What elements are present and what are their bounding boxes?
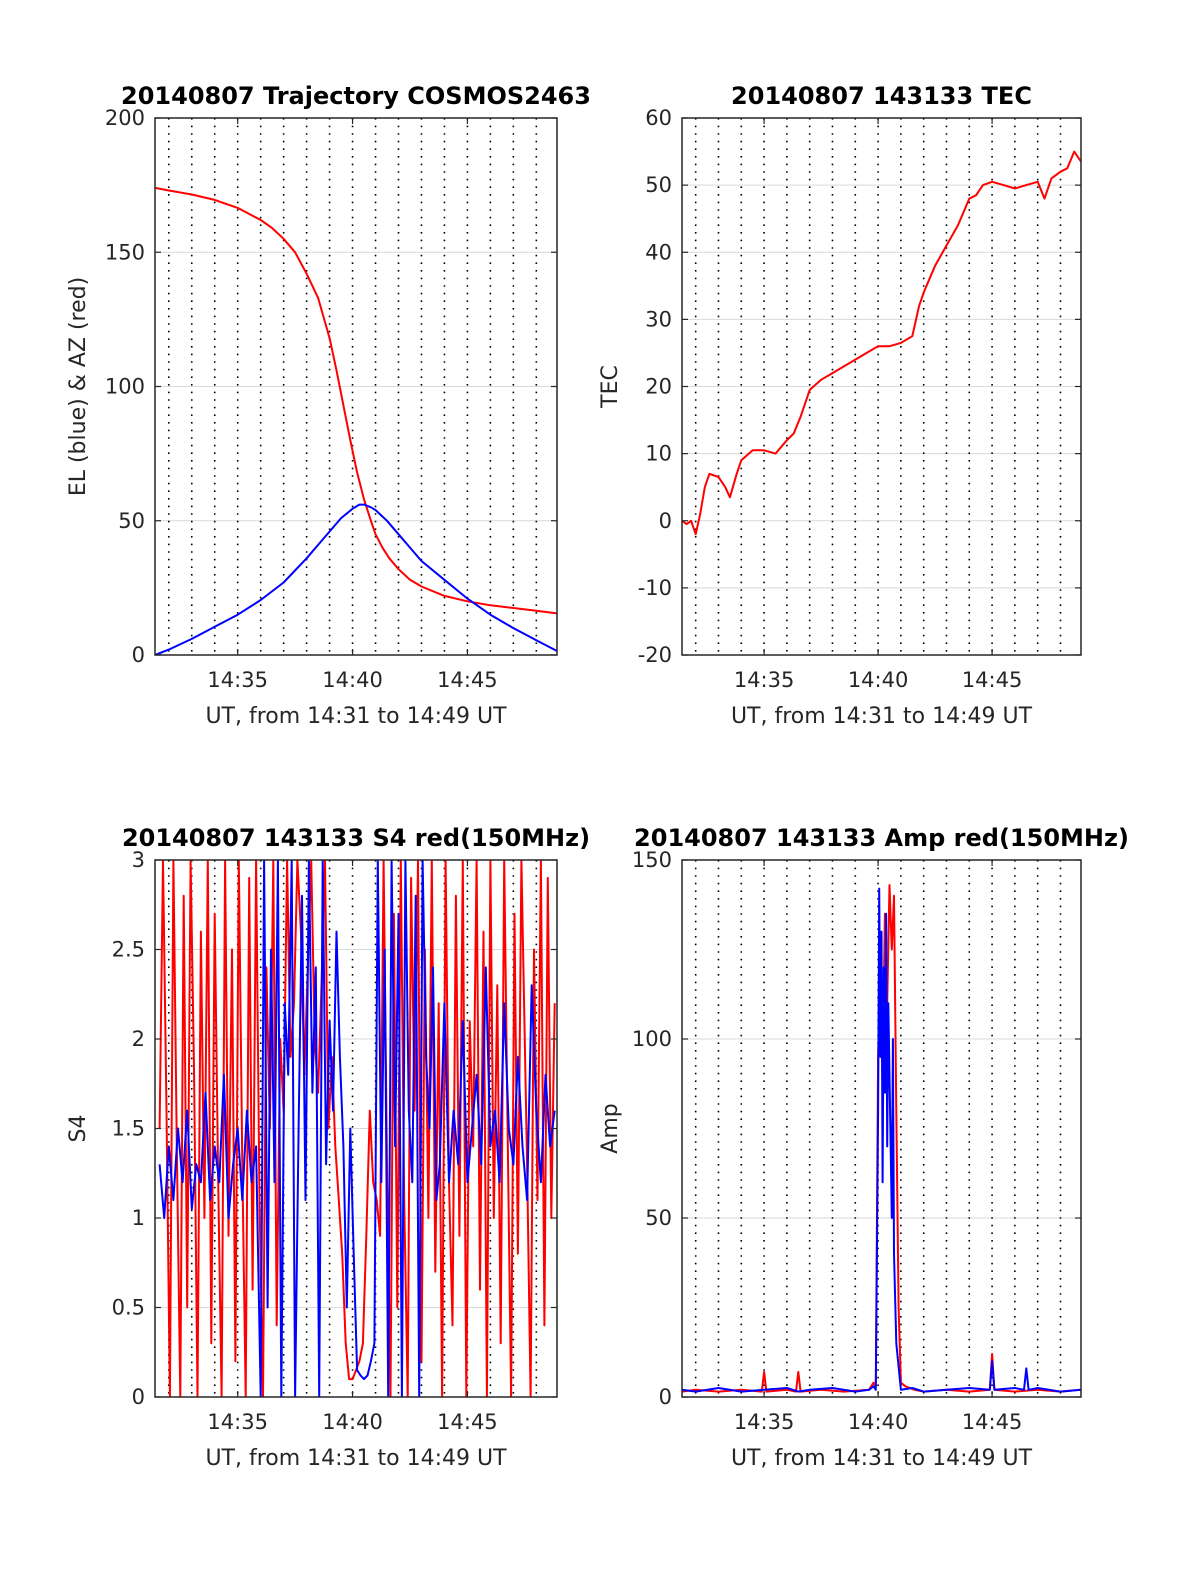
y-tick-label: 1 [132, 1206, 145, 1230]
x-tick-label: 14:35 [207, 668, 268, 692]
chart-title: 20140807 143133 S4 red(150MHz) [122, 824, 590, 852]
y-axis-label: S4 [66, 1115, 91, 1143]
x-tick-label: 14:45 [437, 668, 498, 692]
y-tick-label: 60 [645, 106, 672, 130]
y-tick-label: 150 [105, 240, 145, 264]
x-tick-label: 14:35 [207, 1410, 268, 1434]
x-tick-label: 14:40 [322, 668, 383, 692]
y-tick-label: 30 [645, 307, 672, 331]
x-tick-label: 14:35 [734, 1410, 795, 1434]
x-axis-label: UT, from 14:31 to 14:49 UT [731, 1446, 1033, 1471]
chart-panel-2: -20 -10 0 10 20 30 40 50 60 14:35 14:40 14:45 201408… [598, 82, 1082, 729]
x-axis-label: UT, from 14:31 to 14:49 UT [205, 1446, 507, 1471]
y-tick-label: 50 [118, 509, 145, 533]
x-tick-label: 14:40 [322, 1410, 383, 1434]
y-tick-label: 20 [645, 375, 672, 399]
chart-title: 20140807 Trajectory COSMOS2463 [121, 82, 591, 110]
series-line-red [682, 884, 1081, 1393]
y-axis-label: EL (blue) & AZ (red) [66, 277, 91, 496]
y-tick-label: 2.5 [112, 938, 145, 962]
series-line-blue [158, 860, 556, 1397]
y-tick-label: 0 [659, 1385, 672, 1409]
y-tick-label: -20 [638, 643, 672, 667]
y-tick-label: 200 [105, 106, 145, 130]
series-line-red [155, 186, 557, 615]
y-tick-label: 3 [132, 848, 145, 872]
x-tick-label: 14:35 [734, 668, 795, 692]
y-tick-label: 1.5 [112, 1117, 145, 1141]
y-tick-label: 0 [659, 509, 672, 533]
series-line-blue [155, 503, 557, 655]
x-tick-label: 14:45 [962, 1410, 1023, 1434]
x-tick-label: 14:45 [962, 668, 1023, 692]
y-tick-label: 0 [132, 1385, 145, 1409]
series-line-blue [682, 887, 1081, 1393]
chart-title: 20140807 143133 TEC [731, 82, 1032, 110]
y-tick-label: 150 [632, 848, 672, 872]
chart-panel-3: 0 0.5 1 1.5 2 2.5 3 14:35 14:40 14:45 20140807 143… [66, 824, 590, 1471]
y-tick-label: 0.5 [112, 1296, 145, 1320]
series-line-red [682, 150, 1081, 536]
series-line-red [158, 860, 556, 1397]
y-tick-label: 2 [132, 1027, 145, 1051]
y-tick-label: 40 [645, 240, 672, 264]
y-axis-label: Amp [598, 1103, 623, 1153]
y-axis-label: TEC [598, 365, 623, 409]
y-tick-label: 10 [645, 442, 672, 466]
y-tick-label: 50 [645, 1206, 672, 1230]
chart-title: 20140807 143133 Amp red(150MHz) [634, 824, 1129, 852]
y-tick-label: 50 [645, 173, 672, 197]
y-tick-label: 100 [632, 1027, 672, 1051]
y-tick-label: 0 [132, 643, 145, 667]
x-tick-label: 14:40 [848, 1410, 909, 1434]
x-tick-label: 14:40 [848, 668, 909, 692]
y-tick-label: 100 [105, 375, 145, 399]
y-tick-label: -10 [638, 576, 672, 600]
x-tick-label: 14:45 [437, 1410, 498, 1434]
x-axis-label: UT, from 14:31 to 14:49 UT [205, 704, 507, 729]
chart-panel-4: 0 50 100 150 14:35 14:40 14:45 20140807 143133 … [598, 824, 1129, 1471]
axes-box [681, 859, 1082, 1398]
chart-panel-1: 0 50 100 150 200 14:35 14:40 14:45 20140807 Traj… [66, 82, 591, 729]
x-axis-label: UT, from 14:31 to 14:49 UT [731, 704, 1033, 729]
